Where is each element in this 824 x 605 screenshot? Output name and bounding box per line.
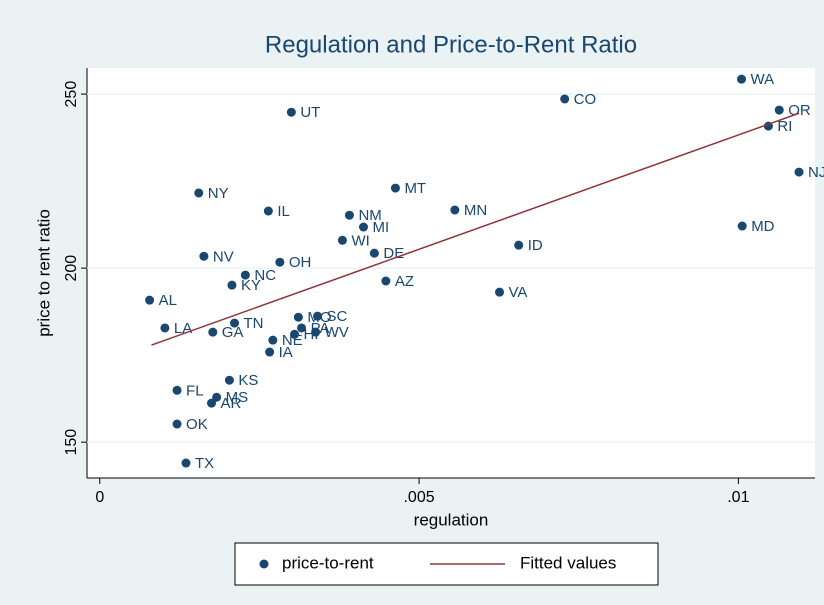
point bbox=[297, 323, 307, 333]
fit-line bbox=[151, 112, 800, 346]
point bbox=[265, 347, 275, 357]
point-label: NY bbox=[208, 185, 229, 202]
legend-marker bbox=[259, 559, 269, 569]
point bbox=[224, 375, 234, 385]
point bbox=[208, 327, 218, 337]
point-label: AR bbox=[221, 395, 242, 412]
point-label: NJ bbox=[808, 164, 824, 181]
point-label: TN bbox=[244, 315, 264, 332]
point-label: MI bbox=[373, 219, 390, 236]
point bbox=[737, 221, 747, 231]
y-tick-label: 200 bbox=[63, 255, 80, 282]
y-axis-label: price to rent ratio bbox=[34, 209, 53, 337]
point bbox=[263, 206, 273, 216]
legend-label: price-to-rent bbox=[282, 553, 374, 572]
point bbox=[194, 188, 204, 198]
point-label: SC bbox=[327, 308, 348, 325]
point bbox=[268, 335, 278, 345]
point-label: IL bbox=[277, 203, 290, 220]
point bbox=[450, 205, 460, 215]
point bbox=[207, 398, 217, 408]
point-label: NM bbox=[358, 207, 381, 224]
point-label: UT bbox=[300, 104, 320, 121]
point bbox=[293, 312, 303, 322]
point-label: MS bbox=[226, 389, 249, 406]
x-tick-label: .01 bbox=[727, 489, 749, 506]
point bbox=[311, 327, 321, 337]
point-label: KY bbox=[241, 277, 261, 294]
point bbox=[240, 270, 250, 280]
point-label: WI bbox=[351, 232, 369, 249]
point bbox=[172, 419, 182, 429]
point-label: HI bbox=[304, 326, 319, 343]
point-label: OK bbox=[186, 416, 208, 433]
x-tick-label: .005 bbox=[403, 489, 434, 506]
point bbox=[359, 222, 369, 232]
point bbox=[390, 183, 400, 193]
legend-label: Fitted values bbox=[520, 553, 616, 572]
x-tick-label: 0 bbox=[95, 489, 104, 506]
point bbox=[514, 240, 524, 250]
point bbox=[369, 248, 379, 258]
point-label: MD bbox=[751, 218, 774, 235]
point-label: AZ bbox=[395, 273, 414, 290]
point-label: AL bbox=[159, 292, 177, 309]
point-label: TX bbox=[195, 455, 214, 472]
point-label: NC bbox=[254, 267, 276, 284]
point-label: RI bbox=[777, 118, 792, 135]
point-label: GA bbox=[222, 324, 244, 341]
y-tick-label: 250 bbox=[63, 81, 80, 108]
point-label: ID bbox=[528, 237, 543, 254]
point bbox=[337, 235, 347, 245]
point bbox=[145, 295, 155, 305]
point-label: WA bbox=[751, 71, 775, 88]
point-label: WV bbox=[325, 324, 349, 341]
point bbox=[227, 280, 237, 290]
point bbox=[286, 107, 296, 117]
point bbox=[344, 210, 354, 220]
point bbox=[199, 251, 209, 261]
point bbox=[290, 329, 300, 339]
point bbox=[495, 287, 505, 297]
point-label: KS bbox=[238, 372, 258, 389]
point bbox=[774, 105, 784, 115]
point bbox=[212, 392, 222, 402]
point bbox=[172, 385, 182, 395]
point bbox=[737, 74, 747, 84]
point bbox=[230, 318, 240, 328]
y-tick-label: 150 bbox=[63, 429, 80, 456]
point-label: OH bbox=[289, 254, 312, 271]
chart-title: Regulation and Price-to-Rent Ratio bbox=[265, 31, 637, 58]
point bbox=[275, 257, 285, 267]
point bbox=[181, 458, 191, 468]
point-label: MT bbox=[404, 180, 426, 197]
x-axis-label: regulation bbox=[414, 510, 489, 529]
point bbox=[381, 276, 391, 286]
point bbox=[313, 311, 323, 321]
point-label: DE bbox=[383, 245, 404, 262]
point bbox=[160, 323, 170, 333]
plot-area bbox=[87, 68, 815, 478]
point-label: IA bbox=[279, 344, 293, 361]
point-label: FL bbox=[186, 382, 204, 399]
point-label: MN bbox=[464, 202, 487, 219]
point-label: VA bbox=[509, 284, 528, 301]
point bbox=[560, 94, 570, 104]
point bbox=[794, 167, 804, 177]
point-label: NV bbox=[213, 248, 234, 265]
point-label: NE bbox=[282, 332, 303, 349]
point-label: CO bbox=[574, 91, 597, 108]
